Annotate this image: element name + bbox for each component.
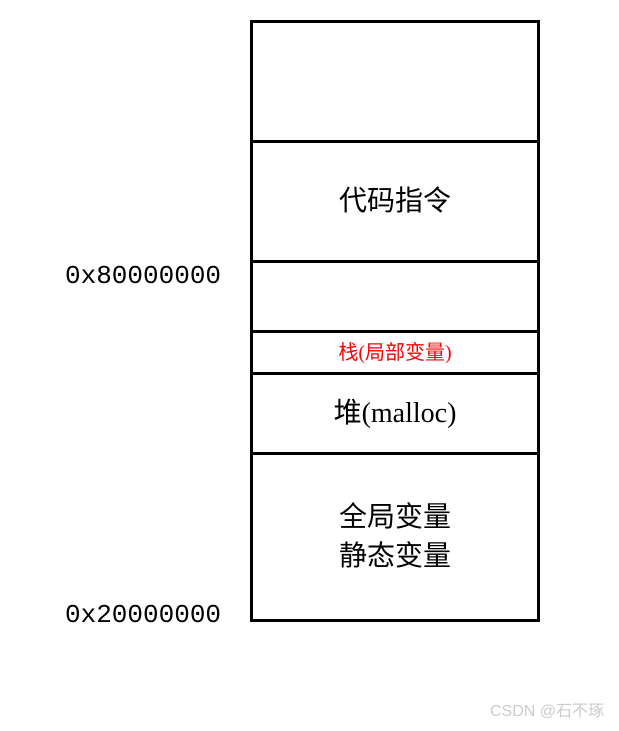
address-high: 0x80000000	[65, 261, 221, 291]
segment-empty-top	[250, 20, 540, 140]
segment-heap-label: 堆(malloc)	[334, 394, 457, 433]
segment-gap	[250, 260, 540, 330]
segment-code-label: 代码指令	[339, 182, 451, 221]
segment-globals-label-2: 静态变量	[339, 537, 451, 576]
segment-globals: 全局变量 静态变量	[250, 452, 540, 622]
segment-stack-label: 栈(局部变量)	[338, 339, 451, 367]
segment-stack: 栈(局部变量)	[250, 330, 540, 372]
address-low: 0x20000000	[65, 600, 221, 630]
memory-layout-diagram: 代码指令 栈(局部变量) 堆(malloc) 全局变量 静态变量	[250, 20, 540, 622]
segment-code: 代码指令	[250, 140, 540, 260]
watermark: CSDN @石不琢	[490, 697, 604, 721]
segment-globals-label-1: 全局变量	[339, 498, 451, 537]
segment-heap: 堆(malloc)	[250, 372, 540, 452]
